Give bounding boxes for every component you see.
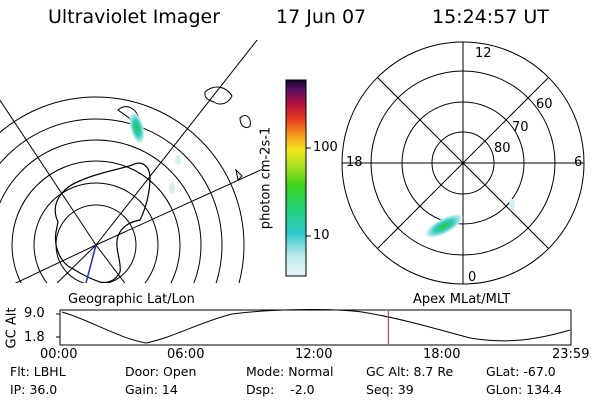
timeline-x-tick-0000: 00:00: [40, 347, 78, 362]
mlt-label-bottom: 0: [468, 270, 477, 285]
timeline-x-tick-2359: 23:59: [552, 347, 590, 362]
colorbar: [285, 79, 307, 277]
mag-caption: Apex MLat/MLT: [413, 292, 511, 307]
mlt-label-left: 18: [346, 155, 363, 170]
mlat-label-70: 70: [512, 120, 529, 135]
timeline-y-label: GC Alt: [4, 307, 20, 349]
geographic-map: [0, 40, 262, 283]
colorbar-tick-label-100: 100: [313, 140, 338, 155]
status-filter: Flt: LBHL: [10, 364, 66, 379]
status-mode: Mode: Normal: [246, 364, 334, 379]
timeline-y-tick-9: 9.0: [24, 306, 45, 321]
status-dsp: Dsp: -2.0: [246, 382, 315, 397]
status-ip: IP: 36.0: [10, 382, 58, 397]
mlat-label-80: 80: [494, 141, 511, 156]
mlt-label-top: 12: [475, 46, 492, 61]
instrument-title: Ultraviolet Imager: [48, 6, 221, 28]
magnetic-polar-plot: [341, 41, 585, 285]
timeline-x-tick-1800: 18:00: [423, 347, 461, 362]
time-label: 15:24:57 UT: [432, 6, 549, 28]
status-gc-alt: GC Alt: 8.7 Re: [366, 364, 454, 379]
timeline-x-tick-0600: 06:00: [167, 347, 205, 362]
mlt-label-right: 6: [574, 155, 583, 170]
status-glon: GLon: 134.4: [486, 382, 562, 397]
colorbar-unit-label: photon cm-2s-1: [258, 126, 274, 230]
status-door: Door: Open: [125, 364, 197, 379]
geo-caption: Geographic Lat/Lon: [68, 292, 195, 307]
status-seq: Seq: 39: [366, 382, 414, 397]
mlat-label-60: 60: [536, 97, 553, 112]
colorbar-tick-label-10: 10: [313, 228, 330, 243]
date-label: 17 Jun 07: [276, 6, 367, 28]
status-gain: Gain: 14: [125, 382, 178, 397]
status-glat: GLat: -67.0: [486, 364, 556, 379]
altitude-curve: [61, 309, 571, 344]
altitude-timeline: [59, 309, 572, 346]
timeline-x-tick-1200: 12:00: [295, 347, 333, 362]
timeline-y-tick-1-8: 1.8: [24, 330, 45, 345]
